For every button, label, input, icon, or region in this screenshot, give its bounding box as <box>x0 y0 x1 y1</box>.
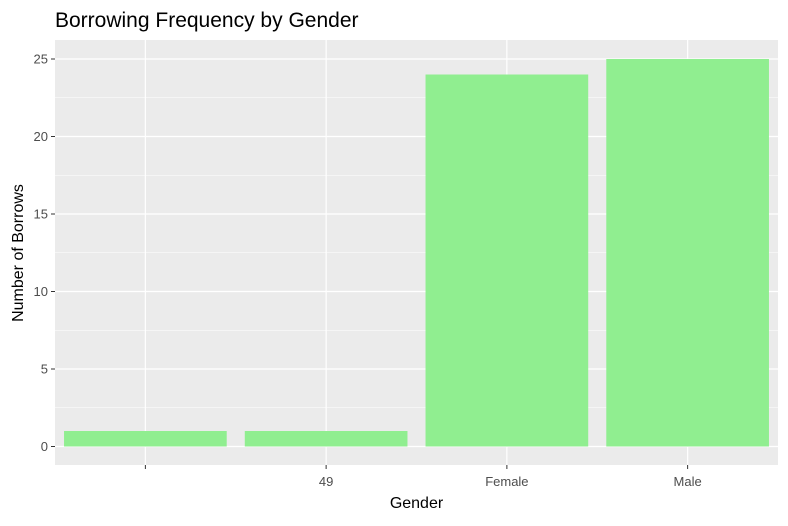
bar <box>244 431 408 447</box>
x-tick-label: 49 <box>319 474 333 489</box>
chart-title: Borrowing Frequency by Gender <box>55 9 359 32</box>
bars <box>64 59 769 447</box>
y-tick-label: 0 <box>41 439 48 454</box>
x-tick-label: Male <box>674 474 702 489</box>
y-axis-label: Number of Borrows <box>10 184 27 322</box>
x-tick-label: Female <box>485 474 528 489</box>
bar <box>64 431 227 447</box>
y-tick-label: 10 <box>34 284 48 299</box>
bar <box>606 59 769 447</box>
y-tick-label: 20 <box>34 129 48 144</box>
x-axis: 49 Female Male <box>144 465 702 489</box>
y-axis: 0 5 10 15 20 25 <box>34 52 55 454</box>
y-tick-label: 25 <box>34 52 48 67</box>
x-axis-label: Gender <box>390 495 444 512</box>
bar <box>425 74 589 447</box>
y-tick-label: 5 <box>41 362 48 377</box>
y-tick-label: 15 <box>34 207 48 222</box>
